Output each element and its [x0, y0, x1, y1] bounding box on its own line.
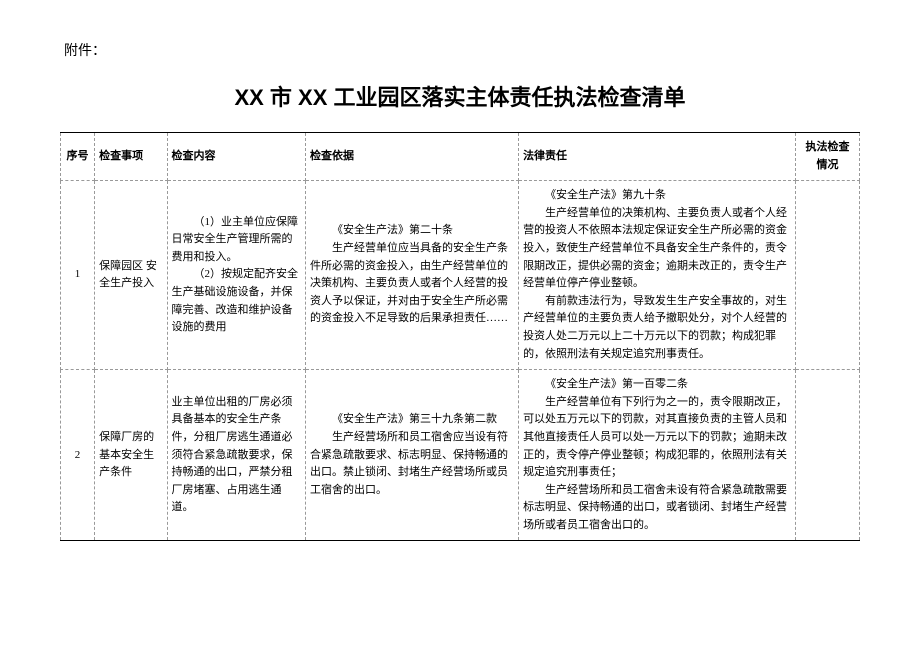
checklist-table: 序号 检查事项 检查内容 检查依据 法律责任 执法检查情况 1 保障园区 安全生…: [60, 132, 860, 541]
cell-item: 保障厂房的基本安全生产条件: [95, 370, 167, 541]
cell-basis: 《安全生产法》第二十条 生产经营单位应当具备的安全生产条件所必需的资金投入，由生…: [306, 181, 519, 370]
table-row: 1 保障园区 安全生产投入 （1）业主单位应保障日常安全生产管理所需的费用和投入…: [61, 181, 860, 370]
liability-p2: 生产经营单位的决策机构、主要负责人或者个人经营的投资人不依照本法规定保证安全生产…: [523, 205, 791, 293]
cell-status: [796, 370, 860, 541]
liability-p3: 有前款违法行为，导致发生生产安全事故的，对生产经营单位的主要负责人给予撤职处分，…: [523, 293, 791, 363]
cell-content: （1）业主单位应保障日常安全生产管理所需的费用和投入。 （2）按规定配齐安全生产…: [167, 181, 305, 370]
cell-seq: 2: [61, 370, 95, 541]
table-header-row: 序号 检查事项 检查内容 检查依据 法律责任 执法检查情况: [61, 133, 860, 181]
header-basis: 检查依据: [306, 133, 519, 181]
header-item: 检查事项: [95, 133, 167, 181]
header-status: 执法检查情况: [796, 133, 860, 181]
header-content: 检查内容: [167, 133, 305, 181]
page-title: XX 市 XX 工业园区落实主体责任执法检查清单: [60, 80, 860, 112]
basis-p1: 《安全生产法》第二十条: [310, 222, 514, 240]
liability-p1: 《安全生产法》第九十条: [523, 187, 791, 205]
cell-status: [796, 181, 860, 370]
cell-liability: 《安全生产法》第九十条 生产经营单位的决策机构、主要负责人或者个人经营的投资人不…: [519, 181, 796, 370]
header-seq: 序号: [61, 133, 95, 181]
basis-p2: 生产经营单位应当具备的安全生产条件所必需的资金投入，由生产经营单位的决策机构、主…: [310, 240, 514, 328]
liability-p1: 《安全生产法》第一百零二条: [523, 376, 791, 394]
cell-basis: 《安全生产法》第三十九条第二款 生产经营场所和员工宿舍应当设有符合紧急疏散要求、…: [306, 370, 519, 541]
attachment-label: 附件：: [64, 40, 860, 60]
header-liability: 法律责任: [519, 133, 796, 181]
basis-p1: 《安全生产法》第三十九条第二款: [310, 411, 514, 429]
cell-liability: 《安全生产法》第一百零二条 生产经营单位有下列行为之一的，责令限期改正，可以处五…: [519, 370, 796, 541]
cell-item: 保障园区 安全生产投入: [95, 181, 167, 370]
table-row: 2 保障厂房的基本安全生产条件 业主单位出租的厂房必须具备基本的安全生产条件，分…: [61, 370, 860, 541]
cell-content: 业主单位出租的厂房必须具备基本的安全生产条件，分租厂房逃生通道必须符合紧急疏散要…: [167, 370, 305, 541]
liability-p2: 生产经营单位有下列行为之一的，责令限期改正，可以处五万元以下的罚款，对其直接负责…: [523, 394, 791, 482]
content-p1: 业主单位出租的厂房必须具备基本的安全生产条件，分租厂房逃生通道必须符合紧急疏散要…: [172, 396, 293, 514]
content-p2: （2）按规定配齐安全生产基础设施设备，并保障完善、改造和维护设备设施的费用: [172, 266, 301, 336]
content-p1: （1）业主单位应保障日常安全生产管理所需的费用和投入。: [172, 214, 301, 267]
cell-seq: 1: [61, 181, 95, 370]
basis-p2: 生产经营场所和员工宿舍应当设有符合紧急疏散要求、标志明显、保持畅通的出口。禁止锁…: [310, 429, 514, 499]
liability-p3: 生产经营场所和员工宿舍未设有符合紧急疏散需要标志明显、保持畅通的出口，或者锁闭、…: [523, 482, 791, 535]
